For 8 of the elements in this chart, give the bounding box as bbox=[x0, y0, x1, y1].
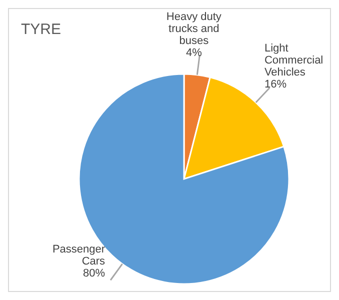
slice-label: Heavy duty trucks and buses bbox=[166, 10, 222, 47]
data-label: 4% bbox=[186, 46, 202, 59]
text: TYRE bbox=[21, 21, 62, 38]
slice-label: Light Commercial Vehicles bbox=[264, 42, 324, 78]
data-label: 16% bbox=[264, 78, 287, 90]
data-label: 80% bbox=[83, 267, 106, 280]
pie-slice bbox=[183, 76, 285, 180]
slice-label: Passenger Cars bbox=[52, 243, 106, 268]
